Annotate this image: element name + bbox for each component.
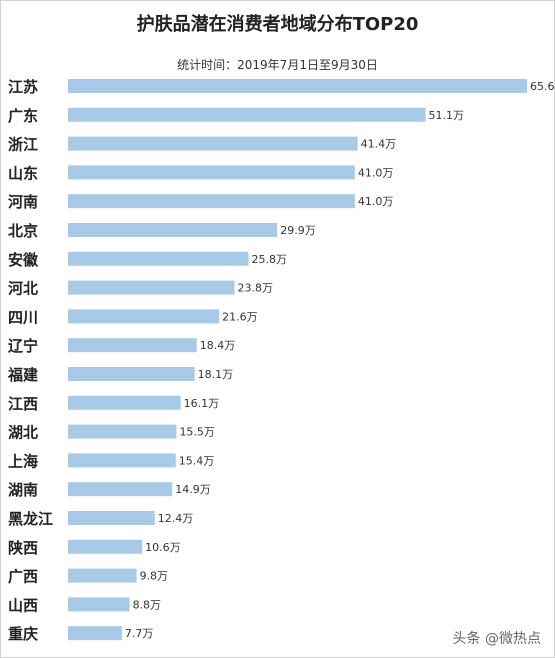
value-label: 21.6万 bbox=[222, 310, 258, 323]
value-label: 23.8万 bbox=[238, 282, 274, 295]
bar bbox=[68, 251, 249, 266]
bar bbox=[68, 223, 278, 237]
category-label: 辽宁 bbox=[8, 337, 38, 355]
value-label: 25.8万 bbox=[252, 253, 288, 266]
category-label: 山东 bbox=[8, 164, 38, 182]
value-label: 18.4万 bbox=[200, 339, 236, 352]
value-label: 9.8万 bbox=[140, 570, 169, 583]
category-label: 江苏 bbox=[8, 78, 38, 96]
value-label: 12.4万 bbox=[158, 512, 194, 525]
category-label: 江西 bbox=[8, 395, 38, 413]
bar bbox=[68, 107, 426, 122]
category-label: 四川 bbox=[8, 308, 38, 326]
value-label: 14.9万 bbox=[175, 483, 211, 496]
category-label: 湖南 bbox=[8, 481, 38, 499]
category-label: 广东 bbox=[8, 107, 38, 125]
category-label: 陕西 bbox=[8, 539, 38, 557]
bar bbox=[68, 482, 173, 497]
value-label: 8.8万 bbox=[133, 598, 162, 611]
value-label: 18.1万 bbox=[198, 368, 234, 381]
bar bbox=[68, 424, 177, 439]
value-label: 65.6万 bbox=[530, 80, 555, 93]
category-label: 河北 bbox=[8, 280, 38, 298]
category-label: 山西 bbox=[8, 596, 38, 614]
bar bbox=[68, 367, 195, 381]
chart-subtitle: 统计时间：2019年7月1日至9月30日 bbox=[177, 58, 378, 72]
value-label: 7.7万 bbox=[125, 627, 154, 640]
bar bbox=[68, 338, 197, 353]
watermark: 头条 @微热点 bbox=[452, 631, 541, 647]
bar bbox=[68, 395, 181, 410]
bar bbox=[68, 539, 143, 554]
category-label: 河南 bbox=[8, 193, 38, 211]
category-label: 安徽 bbox=[8, 251, 39, 269]
bar bbox=[68, 309, 220, 324]
bar bbox=[68, 194, 355, 209]
chart-title: 护肤品潜在消费者地域分布TOP20 bbox=[136, 14, 419, 35]
value-label: 41.4万 bbox=[361, 138, 397, 151]
category-label: 上海 bbox=[8, 452, 38, 470]
category-label: 浙江 bbox=[8, 136, 38, 154]
bar bbox=[68, 280, 235, 295]
category-label: 黑龙江 bbox=[8, 510, 53, 528]
bar bbox=[68, 597, 130, 612]
category-label: 福建 bbox=[7, 366, 39, 384]
category-label: 重庆 bbox=[8, 625, 38, 643]
category-label: 湖北 bbox=[8, 424, 38, 442]
category-label: 广西 bbox=[8, 568, 38, 586]
bar bbox=[68, 626, 122, 641]
value-label: 16.1万 bbox=[184, 397, 220, 410]
value-label: 10.6万 bbox=[145, 541, 181, 554]
bar bbox=[68, 511, 155, 525]
value-label: 15.5万 bbox=[179, 426, 215, 439]
value-label: 15.4万 bbox=[179, 454, 215, 467]
value-label: 41.0万 bbox=[358, 195, 394, 208]
bar bbox=[68, 453, 176, 468]
bar bbox=[68, 165, 355, 180]
value-label: 29.9万 bbox=[280, 224, 316, 237]
bar bbox=[68, 79, 527, 93]
category-label: 北京 bbox=[8, 222, 38, 240]
value-label: 51.1万 bbox=[429, 109, 465, 122]
bar bbox=[68, 136, 358, 151]
value-label: 41.0万 bbox=[358, 166, 394, 179]
bar bbox=[68, 568, 137, 583]
